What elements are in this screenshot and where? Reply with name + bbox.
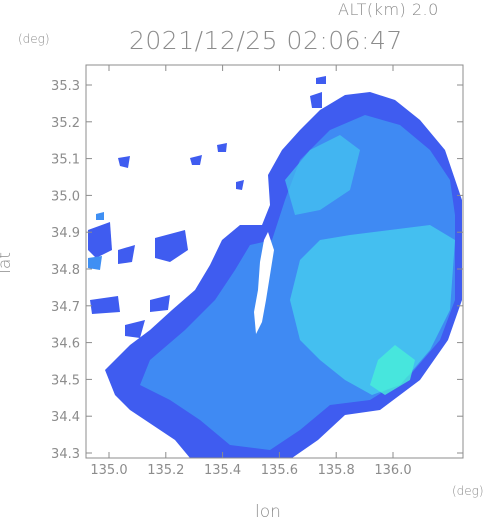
y-tick-label: 34.7 — [51, 300, 80, 315]
echo-field — [88, 76, 462, 458]
y-tick-label: 34.8 — [51, 263, 80, 278]
y-tick-label: 34.6 — [51, 337, 80, 352]
altitude-label: ALT(km) 2.0 — [338, 0, 439, 19]
y-tick-label: 34.9 — [51, 226, 80, 241]
echo-patches-west — [88, 76, 382, 338]
y-axis — [86, 84, 463, 454]
echo-region-north — [285, 135, 360, 215]
y-tick-label: 35.3 — [51, 79, 80, 94]
x-tick-label: 135.4 — [204, 463, 241, 478]
y-unit-label: (deg) — [18, 32, 50, 46]
x-tick-label: 135.6 — [261, 463, 298, 478]
plot-frame — [85, 64, 464, 459]
y-tick-label: 34.3 — [51, 447, 80, 462]
lake-gap — [254, 232, 274, 334]
x-unit-label: (deg) — [452, 484, 484, 498]
echo-region-peak — [370, 345, 415, 395]
timestamp-title: 2021/12/25 02:06:47 — [129, 26, 403, 55]
y-tick-label: 34.5 — [51, 373, 80, 388]
x-axis — [108, 65, 394, 458]
x-tick-label: 136.0 — [374, 463, 411, 478]
x-axis-label: lon — [255, 502, 281, 522]
x-tick-label: 135.0 — [90, 463, 127, 478]
y-tick-label: 35.0 — [51, 189, 80, 204]
x-tick-label: 135.2 — [147, 463, 184, 478]
y-tick-label: 34.4 — [51, 410, 80, 425]
y-tick-label: 35.1 — [51, 153, 80, 168]
y-tick-label: 35.2 — [51, 116, 80, 131]
x-tick-label: 135.8 — [318, 463, 355, 478]
echo-region-high — [290, 225, 455, 395]
